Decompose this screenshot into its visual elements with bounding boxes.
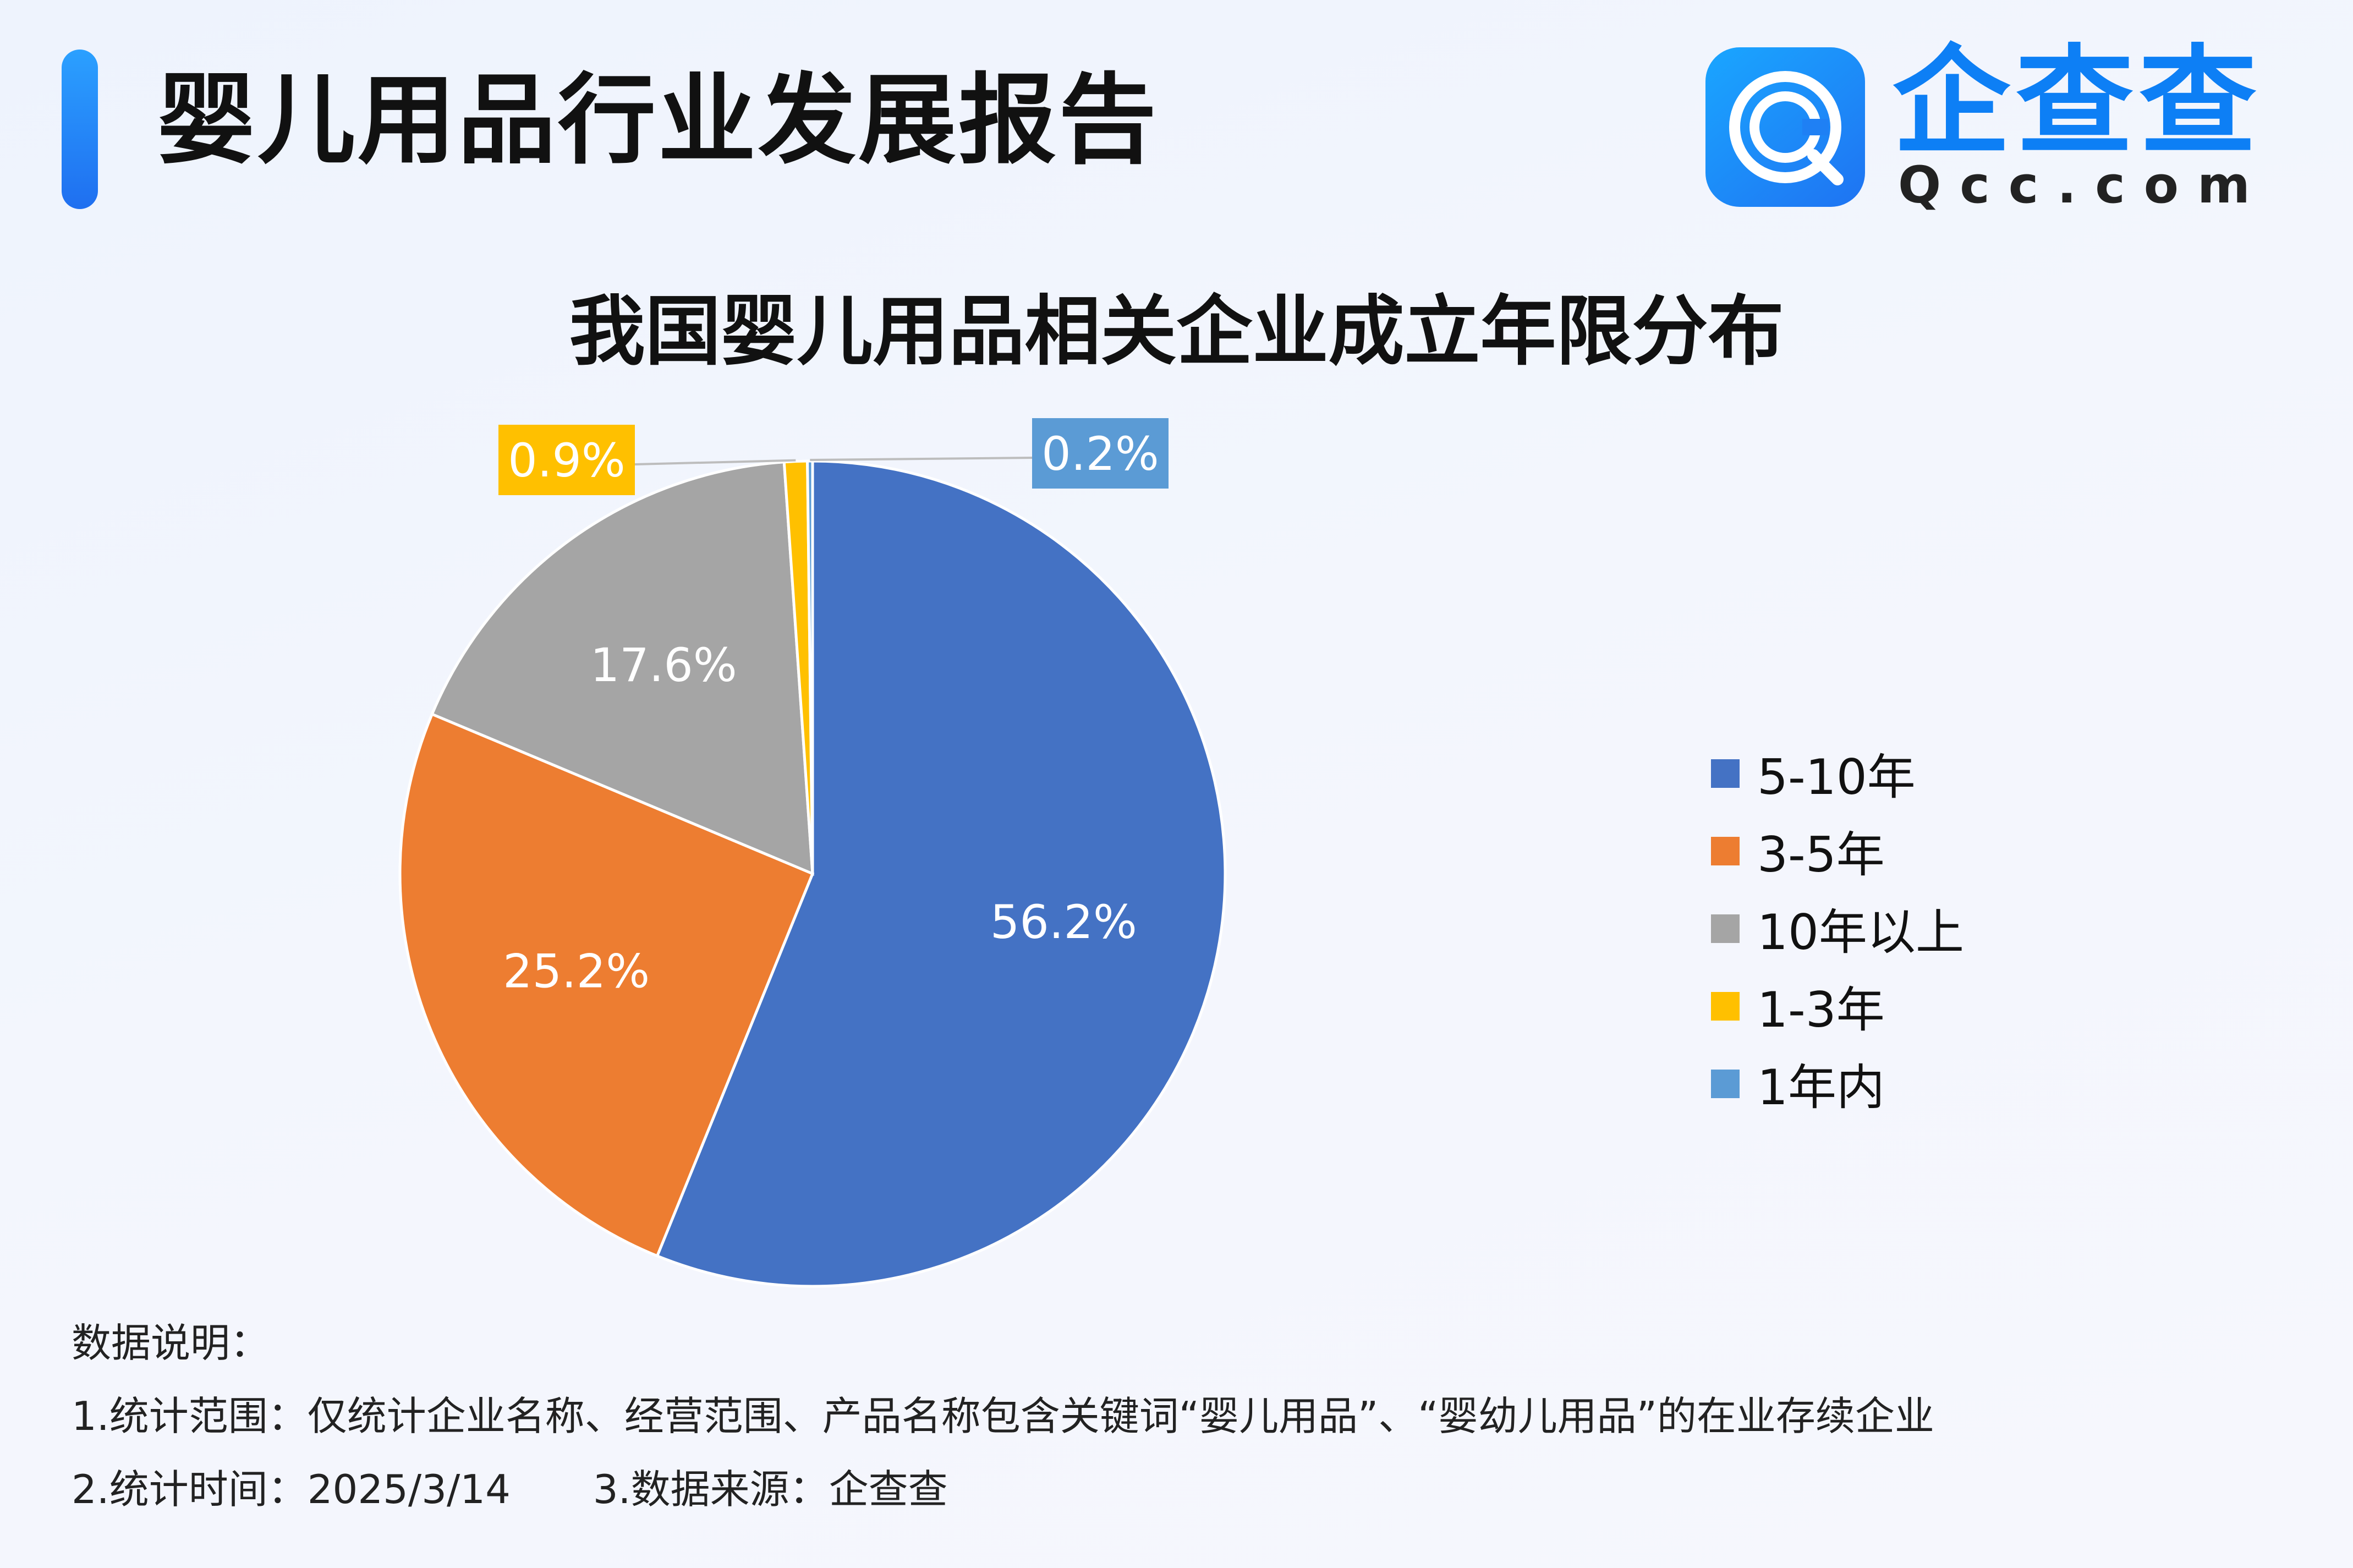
legend-label-under-1-year: 1年内 [1757,1059,1885,1116]
legend-swatch-1-3-years [1711,991,1740,1021]
legend-label-5-10-years: 5-10年 [1757,749,1916,805]
chart-legend: 5-10年 3-5年 10年以上 1-3年 1年内 [1711,734,1964,1122]
data-label-box-under-1-year [1032,418,1169,489]
data-label-box-1-3-years [498,425,635,495]
page-title: 婴儿用品行业发展报告 [157,63,1159,177]
chart-title: 我国婴儿用品相关企业成立年限分布 [569,287,1784,376]
data-label-5-10-years: 56.2% [990,895,1137,949]
notes-time-source: 2.统计时间：2025/3/14 3.数据来源：企查查 [72,1467,1934,1540]
legend-item-under-1-year: 1年内 [1711,1045,1964,1122]
logo-chinese-text: 企查查 [1893,34,2262,171]
notes-scope: 1.统计范围：仅统计企业名称、经营范围、产品名称包含关键词“婴儿用品”、“婴幼儿… [72,1393,1934,1439]
legend-item-1-3-years: 1-3年 [1711,967,1964,1045]
brand-logo: 企查查 Qcc.com [1705,37,2289,215]
notes-source: 3.数据来源：企查查 [593,1466,948,1512]
pie-slice-over-10-years [430,460,814,876]
legend-item-3-5-years: 3-5年 [1711,812,1964,890]
data-label-1-3-years: 0.9% [508,434,625,487]
leader-line-under-1-year [810,457,1033,462]
data-label-over-10-years: 17.6% [590,638,737,692]
pie-slice-3-5-years [398,712,815,1258]
legend-swatch-over-10-years [1711,914,1740,943]
legend-item-5-10-years: 5-10年 [1711,734,1964,812]
legend-label-1-3-years: 1-3年 [1757,982,1885,1038]
legend-label-3-5-years: 3-5年 [1757,826,1885,883]
notes-heading: 数据说明： [72,1320,270,1366]
pie-slice-5-10-years [655,459,1227,1288]
title-accent-bar [62,50,98,209]
leader-line-1-3-years [634,459,796,465]
legend-swatch-under-1-year [1711,1069,1740,1098]
legend-swatch-3-5-years [1711,836,1740,865]
data-label-3-5-years: 25.2% [503,944,650,998]
qcc-logo-icon [1705,47,1865,207]
pie-slice-under-1-year [806,459,814,874]
logo-english-text: Qcc.com [1898,156,2269,215]
legend-swatch-5-10-years [1711,759,1740,788]
notes-time: 2.统计时间：2025/3/14 [72,1466,511,1512]
legend-item-over-10-years: 10年以上 [1711,890,1964,967]
data-label-under-1-year: 0.2% [1041,427,1159,481]
legend-label-over-10-years: 10年以上 [1757,904,1964,961]
data-notes: 数据说明： 1.统计范围：仅统计企业名称、经营范围、产品名称包含关键词“婴儿用品… [72,1320,1934,1540]
